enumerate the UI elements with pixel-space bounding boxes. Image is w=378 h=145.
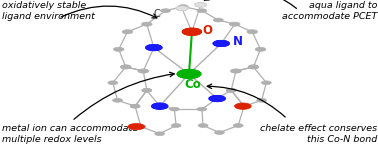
Circle shape [226,88,236,92]
Circle shape [146,44,162,51]
Circle shape [161,9,170,13]
Circle shape [213,18,223,22]
Circle shape [176,6,188,11]
Circle shape [182,28,202,36]
Text: aqua ligand to
accommodate PCET: aqua ligand to accommodate PCET [282,1,377,21]
Text: O: O [203,24,212,37]
Circle shape [197,9,207,13]
Circle shape [262,81,271,85]
Circle shape [113,98,122,102]
Circle shape [195,2,207,7]
Circle shape [141,22,152,26]
Text: chelate effect conserves
this Co-N bond: chelate effect conserves this Co-N bond [260,124,377,144]
Circle shape [138,69,148,73]
Circle shape [247,30,257,34]
Circle shape [121,65,131,69]
Circle shape [257,98,266,102]
Circle shape [176,6,188,11]
Circle shape [226,88,236,92]
Text: C: C [153,9,160,19]
Circle shape [231,69,241,73]
Circle shape [216,41,226,46]
Circle shape [151,103,168,109]
Circle shape [121,65,131,69]
Circle shape [255,47,266,51]
Circle shape [177,69,201,79]
Circle shape [142,88,152,92]
Circle shape [209,95,225,102]
Circle shape [178,5,188,8]
Circle shape [149,46,159,50]
Circle shape [231,69,241,73]
Circle shape [136,125,146,129]
Circle shape [215,131,225,134]
Circle shape [233,124,243,127]
Text: oxidatively stable
ligand environment: oxidatively stable ligand environment [2,1,95,21]
Circle shape [248,65,259,69]
Circle shape [130,104,140,108]
Circle shape [177,69,201,79]
Circle shape [151,103,168,109]
Circle shape [142,88,152,92]
Circle shape [213,40,229,47]
Circle shape [146,44,162,51]
Circle shape [213,40,229,47]
Text: N: N [232,35,243,48]
Circle shape [138,69,149,73]
Circle shape [171,124,181,127]
Circle shape [122,30,133,34]
Circle shape [169,107,179,111]
Circle shape [130,104,140,108]
Circle shape [155,132,164,136]
Circle shape [113,47,124,51]
Circle shape [235,103,251,109]
Circle shape [128,124,144,130]
Circle shape [239,104,249,108]
Circle shape [197,107,207,111]
Circle shape [198,124,208,127]
Circle shape [182,28,202,36]
Circle shape [229,22,240,26]
Text: metal ion can accommodate
multiple redox levels: metal ion can accommodate multiple redox… [2,124,138,144]
Circle shape [195,2,207,7]
Circle shape [249,65,259,69]
Text: Co: Co [184,78,201,91]
Circle shape [108,81,118,85]
Circle shape [209,95,225,102]
Text: H: H [187,0,195,1]
Circle shape [239,104,249,108]
